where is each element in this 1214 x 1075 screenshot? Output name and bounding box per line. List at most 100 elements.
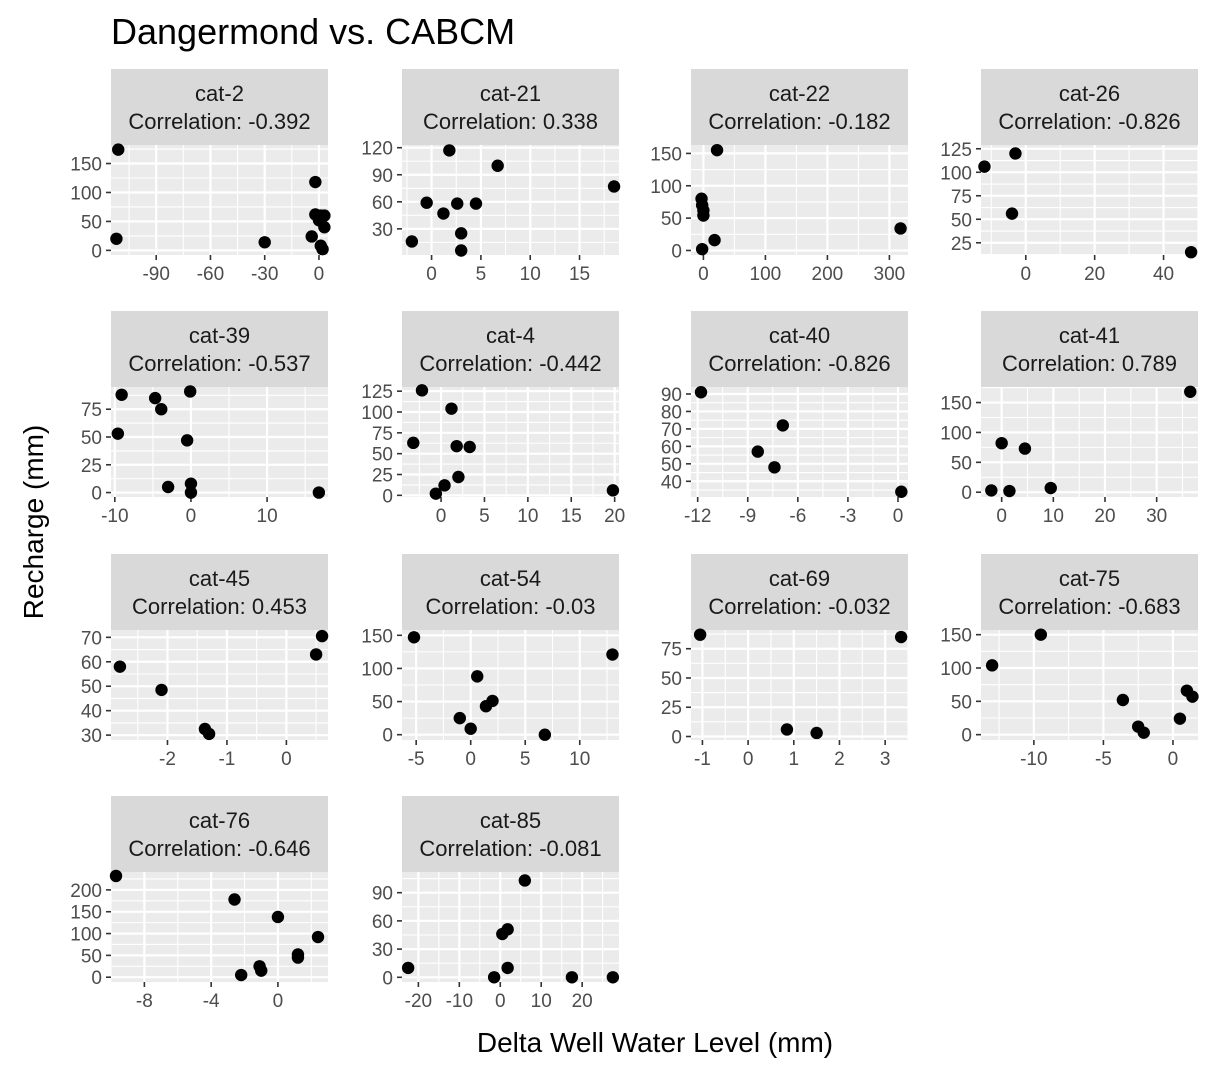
data-point <box>518 874 532 887</box>
facet-cat-45: cat-45 Correlation: 0.453 -2 -1 0 30 40 50 60 70 <box>81 554 329 770</box>
data-point <box>258 236 271 249</box>
y-tick-label: 50 <box>951 453 972 474</box>
y-tick-label: 120 <box>361 139 393 160</box>
data-point <box>110 232 123 245</box>
x-axis-title: Delta Well Water Level (mm) <box>477 1027 833 1058</box>
y-tick-label: 50 <box>951 692 972 713</box>
y-tick-label: 200 <box>70 881 102 902</box>
x-tick-label: 0 <box>465 749 476 770</box>
x-tick-label: -8 <box>136 991 153 1012</box>
facet-cat-21: cat-21 Correlation: 0.338 0 5 10 15 30 60 90 120 <box>361 69 621 285</box>
data-point <box>311 930 325 944</box>
data-point <box>401 961 415 975</box>
data-point <box>1116 693 1130 707</box>
data-point <box>318 209 331 222</box>
panel-background <box>402 387 619 497</box>
x-tick-label: -2 <box>159 749 176 770</box>
data-point <box>407 631 421 644</box>
data-point <box>695 242 709 256</box>
x-tick-label: 40 <box>1153 264 1174 285</box>
y-tick-label: 90 <box>372 166 393 187</box>
data-point <box>405 235 419 248</box>
data-point <box>112 143 125 156</box>
y-tick-label: 60 <box>372 912 393 933</box>
x-tick-label: 0 <box>186 506 197 527</box>
data-point <box>995 436 1008 450</box>
data-point <box>291 951 305 964</box>
y-tick-label: 150 <box>70 903 102 924</box>
y-tick-label: 125 <box>361 382 393 403</box>
data-point <box>453 711 466 725</box>
correlation-label: Correlation: -0.081 <box>419 836 601 861</box>
x-tick-label: 0 <box>1020 264 1031 285</box>
data-point <box>491 159 504 172</box>
data-point <box>305 230 318 243</box>
data-point <box>443 144 456 157</box>
x-tick-label: 10 <box>569 749 590 770</box>
x-tick-label: 20 <box>604 506 625 527</box>
data-point <box>606 971 620 984</box>
y-tick-label: 90 <box>661 385 682 406</box>
facet-strip <box>402 311 619 387</box>
data-point <box>1044 481 1057 495</box>
x-tick-label: 0 <box>495 991 506 1012</box>
correlation-label: Correlation: -0.826 <box>998 109 1180 134</box>
facet-cat-75: cat-75 Correlation: -0.683 -10 -5 0 0 50 100 150 <box>940 554 1199 770</box>
data-point <box>708 233 721 247</box>
data-point <box>183 385 197 398</box>
correlation-label: Correlation: -0.392 <box>128 109 310 134</box>
data-point <box>452 470 465 484</box>
data-point <box>1009 147 1022 160</box>
data-point <box>486 694 499 708</box>
y-tick-label: 100 <box>650 177 682 198</box>
y-tick-label: 0 <box>91 484 102 505</box>
data-point <box>111 427 125 440</box>
x-tick-label: -60 <box>197 264 224 285</box>
panel-background <box>402 145 619 255</box>
y-tick-label: 0 <box>91 968 102 989</box>
facet-cat-41: cat-41 Correlation: 0.789 0 10 20 30 0 50 100 150 <box>940 311 1198 527</box>
correlation-label: Correlation: 0.789 <box>1002 351 1177 376</box>
x-tick-label: 0 <box>996 506 1007 527</box>
data-point <box>228 893 241 906</box>
data-point <box>148 391 162 405</box>
data-point <box>1184 385 1197 398</box>
y-tick-label: 50 <box>661 455 682 476</box>
y-tick-label: 40 <box>81 702 102 723</box>
data-point <box>202 727 216 741</box>
y-tick-label: 100 <box>940 163 972 184</box>
y-tick-label: 50 <box>951 210 972 231</box>
data-point <box>607 180 621 193</box>
correlation-label: Correlation: -0.182 <box>708 109 890 134</box>
facet-strip <box>111 311 328 387</box>
data-point <box>895 485 908 498</box>
correlation-label: Correlation: -0.537 <box>128 351 310 376</box>
y-tick-label: 25 <box>661 698 682 719</box>
facet-strip <box>691 554 908 630</box>
facet-label: cat-76 <box>189 808 250 833</box>
data-point <box>184 486 198 499</box>
data-point <box>471 670 484 683</box>
data-point <box>606 648 619 661</box>
x-tick-label: 0 <box>743 749 754 770</box>
data-point <box>309 648 323 661</box>
y-tick-label: 60 <box>81 653 102 674</box>
y-tick-label: 75 <box>372 424 393 445</box>
data-point <box>469 197 483 210</box>
y-tick-label: 50 <box>81 677 102 698</box>
x-tick-label: -12 <box>684 506 711 527</box>
panel-background <box>981 145 1198 255</box>
facet-strip <box>981 69 1198 145</box>
correlation-label: Correlation: -0.442 <box>419 351 601 376</box>
data-point <box>315 629 329 643</box>
data-point <box>463 440 476 454</box>
facet-cat-22: cat-22 Correlation: -0.182 0 100 200 300 0 50 10… <box>650 69 908 285</box>
x-tick-label: 5 <box>479 506 490 527</box>
data-point <box>464 722 477 735</box>
x-tick-label: -5 <box>1095 749 1112 770</box>
panel-background <box>691 630 908 740</box>
y-tick-label: 150 <box>361 626 393 647</box>
y-tick-label: 25 <box>81 456 102 477</box>
